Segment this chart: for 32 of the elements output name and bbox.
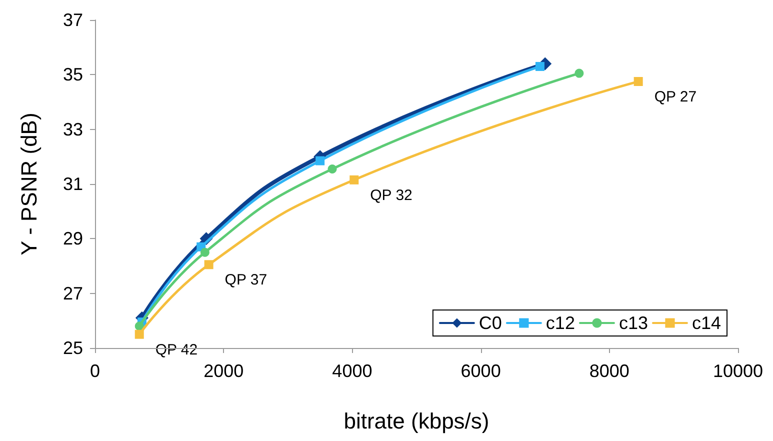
y-axis-title: Y - PSNR (dB) xyxy=(16,112,42,256)
y-tick-label: 27 xyxy=(62,283,83,304)
x-tick-label: 8000 xyxy=(589,361,630,381)
legend-label: C0 xyxy=(478,313,502,333)
point xyxy=(200,248,210,257)
annotation: QP 27 xyxy=(654,88,697,106)
y-tick-label: 25 xyxy=(62,338,83,358)
y-tick-label: 33 xyxy=(62,119,83,140)
x-tick-label: 6000 xyxy=(460,361,501,381)
point xyxy=(634,77,643,86)
point xyxy=(134,322,144,331)
legend-label: c12 xyxy=(546,313,575,333)
point xyxy=(316,156,325,166)
point xyxy=(535,62,544,71)
y-tick-label: 29 xyxy=(62,228,83,249)
y-tick-label: 31 xyxy=(62,174,83,194)
legend-label: c14 xyxy=(692,313,722,333)
point xyxy=(328,164,337,174)
x-axis-title: bitrate (kbps/s) xyxy=(344,408,490,434)
x-tick-label: 10000 xyxy=(712,361,764,381)
y-tick-label: 35 xyxy=(62,64,83,85)
point xyxy=(204,260,214,270)
x-tick-label: 0 xyxy=(90,361,100,381)
x-tick-label: 2000 xyxy=(204,361,244,381)
point xyxy=(134,330,144,339)
legend-label: c13 xyxy=(618,313,648,333)
y-tick-label: 37 xyxy=(62,10,83,30)
x-tick-label: 4000 xyxy=(332,361,372,381)
annotation: QP 32 xyxy=(370,186,412,204)
point xyxy=(574,68,584,78)
annotation: QP 37 xyxy=(224,272,268,289)
point xyxy=(350,175,359,184)
